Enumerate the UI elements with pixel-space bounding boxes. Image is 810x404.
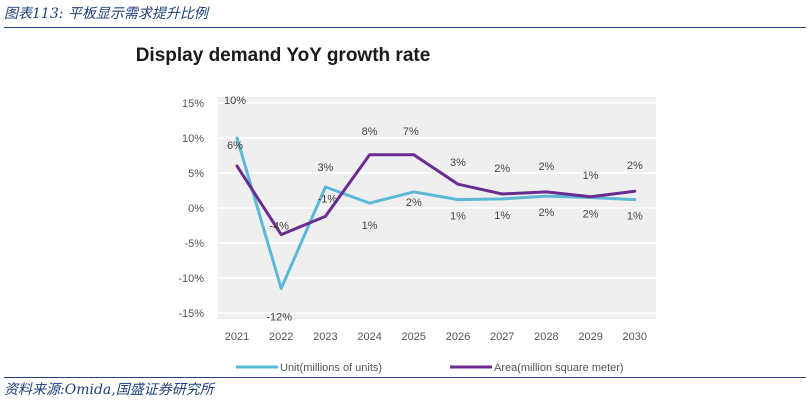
x-tick-label: 2028 xyxy=(534,331,558,343)
data-label-unit: 2% xyxy=(406,197,422,209)
y-tick-label: 15% xyxy=(182,98,204,110)
legend-label: Unit(millions of units) xyxy=(280,362,382,374)
data-label-unit: 2% xyxy=(583,209,599,221)
x-tick-label: 2024 xyxy=(357,331,381,343)
figure-source: 资料来源:Omida,国盛证券研究所 xyxy=(4,377,806,402)
data-label-unit: 1% xyxy=(362,220,378,232)
data-label-area: -1% xyxy=(318,193,338,205)
data-label-area: 2% xyxy=(627,160,643,172)
data-label-unit: 1% xyxy=(627,211,643,223)
data-label-unit: 2% xyxy=(538,207,554,219)
y-tick-label: -15% xyxy=(178,308,204,320)
x-tick-label: 2030 xyxy=(623,331,647,343)
chart-title: Display demand YoY growth rate xyxy=(136,45,431,66)
x-tick-label: 2023 xyxy=(313,331,337,343)
data-label-area: 6% xyxy=(227,140,243,152)
data-label-area: 1% xyxy=(583,170,599,182)
data-label-area: 7% xyxy=(403,126,419,138)
data-label-unit: 3% xyxy=(317,162,333,174)
x-tick-label: 2021 xyxy=(225,331,249,343)
x-tick-label: 2022 xyxy=(269,331,293,343)
legend-label: Area(million square meter) xyxy=(494,362,624,374)
data-label-unit: 10% xyxy=(224,95,246,107)
series-line-area xyxy=(235,153,637,237)
data-label-area: 8% xyxy=(362,126,378,138)
y-tick-label: -10% xyxy=(178,273,204,285)
y-tick-label: 10% xyxy=(182,133,204,145)
data-label-area: 3% xyxy=(450,157,466,169)
x-tick-label: 2029 xyxy=(578,331,602,343)
figure-caption: 图表113: 平板显示需求提升比例 xyxy=(4,3,806,28)
data-label-area: 2% xyxy=(494,163,510,175)
y-tick-label: -5% xyxy=(184,238,204,250)
data-label-unit: 1% xyxy=(450,211,466,223)
y-tick-label: 0% xyxy=(188,203,204,215)
x-tick-label: 2027 xyxy=(490,331,514,343)
data-label-area: 2% xyxy=(538,161,554,173)
series-line-unit xyxy=(235,136,637,290)
data-label-unit: 1% xyxy=(494,210,510,222)
y-tick-label: 5% xyxy=(188,168,204,180)
x-tick-label: 2026 xyxy=(446,331,470,343)
x-tick-label: 2025 xyxy=(402,331,426,343)
data-label-area: -4% xyxy=(269,221,289,233)
data-label-unit: -12% xyxy=(266,312,292,324)
